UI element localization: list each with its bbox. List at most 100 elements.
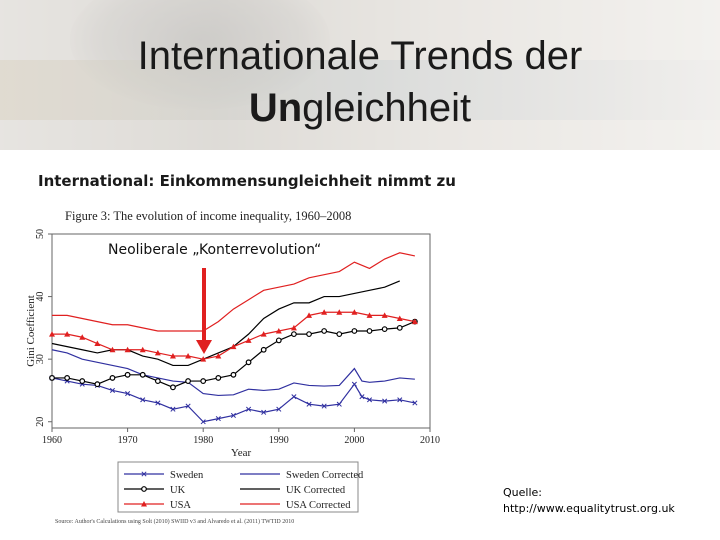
data-point-sweden [276, 406, 282, 412]
data-point-usa [290, 324, 297, 331]
data-point-uk [109, 375, 116, 381]
axis-ticks-group: 1960 1970 1980 1990 2000 2010 20 30 40 50 [35, 229, 440, 446]
plot-frame [51, 233, 431, 429]
data-point-sweden [170, 406, 176, 412]
x-tick-label: 2000 [344, 435, 364, 446]
data-point-usa [94, 340, 101, 347]
data-point-sweden [366, 397, 373, 403]
data-point-usa [245, 337, 252, 343]
slide-title: Internationale Trends der Ungleichheit [0, 30, 720, 134]
x-marker-stroke [215, 416, 221, 422]
x-axis-label: Year [231, 447, 252, 459]
data-point-usa [321, 309, 328, 315]
x-marker-stroke [276, 406, 282, 412]
x-marker-stroke [185, 403, 191, 409]
x-marker-stroke [170, 406, 176, 412]
legend-label-usa: USA [170, 500, 191, 511]
chart-footnote: Source: Author's Calculations using Solt… [55, 518, 294, 525]
x-marker-stroke [336, 401, 342, 407]
x-marker-stroke [397, 397, 403, 403]
data-point-usa [154, 349, 161, 356]
legend-label-uk-corrected: UK Corrected [286, 485, 346, 496]
data-point-sweden [230, 412, 236, 419]
data-point-usa [260, 331, 267, 337]
data-point-sweden [246, 406, 252, 412]
data-point-sweden [351, 381, 357, 387]
data-point-uk [124, 371, 131, 378]
data-point-sweden [185, 403, 191, 409]
x-marker-stroke [291, 394, 297, 400]
data-point-usa [139, 346, 146, 353]
data-point-sweden [155, 400, 161, 406]
data-point-sweden [321, 403, 327, 409]
legend-marker-usa [141, 501, 147, 507]
x-tick-label: 1990 [269, 435, 289, 446]
data-point-usa [275, 328, 282, 334]
data-point-usa [351, 309, 358, 315]
data-point-uk [366, 328, 373, 334]
data-point-uk [139, 371, 146, 378]
x-tick-label: 2010 [420, 435, 440, 446]
data-point-uk [306, 331, 312, 338]
y-tick-label: 40 [35, 292, 46, 302]
y-tick-label: 30 [35, 354, 46, 364]
x-marker-stroke [140, 397, 146, 403]
data-point-usa [124, 346, 131, 353]
data-point-usa [169, 353, 176, 359]
data-point-uk [200, 378, 207, 384]
x-tick-label: 1980 [193, 435, 213, 446]
data-point-sweden [306, 401, 312, 407]
x-marker-stroke [321, 403, 327, 409]
y-tick-label: 50 [35, 229, 46, 239]
legend-marker-uk [141, 486, 147, 492]
data-point-uk [170, 384, 176, 391]
data-point-sweden [261, 409, 267, 415]
data-point-sweden [125, 391, 131, 397]
title-rest-part: gleichheit [302, 86, 472, 130]
data-point-uk [381, 326, 388, 333]
series-line-sweden-corrected [51, 349, 415, 397]
data-point-uk [291, 331, 297, 338]
data-point-usa [396, 315, 403, 321]
title-line-2: Ungleichheit [0, 82, 720, 134]
x-marker-stroke [246, 406, 252, 412]
annotation-label: Neoliberale „Konterrevolution“ [108, 242, 321, 258]
data-point-uk [321, 328, 328, 334]
data-point-uk [245, 359, 252, 366]
slide-subtitle: International: Einkommensungleichheit ni… [38, 172, 456, 190]
data-point-uk [351, 328, 358, 334]
data-point-sweden [291, 394, 297, 400]
data-point-uk [275, 337, 282, 344]
data-point-sweden [412, 400, 418, 406]
data-point-usa [64, 331, 71, 337]
annotation-arrow [196, 268, 212, 354]
data-point-usa [215, 353, 222, 359]
x-marker-stroke [412, 400, 418, 406]
title-bold-part: Un [248, 86, 303, 130]
x-tick-label: 1960 [42, 435, 62, 446]
x-marker-stroke [366, 397, 373, 403]
data-point-uk [64, 375, 71, 381]
legend-label-sweden: Sweden [170, 470, 204, 481]
x-marker-stroke [141, 471, 147, 477]
data-point-usa [79, 334, 86, 340]
x-marker-stroke [155, 400, 161, 406]
data-point-uk [49, 375, 55, 381]
x-marker-stroke [306, 401, 312, 407]
data-point-sweden [200, 419, 206, 425]
header-background [0, 0, 720, 150]
x-marker-stroke [200, 419, 206, 425]
x-marker-stroke [351, 381, 357, 387]
data-point-usa [49, 331, 55, 337]
data-point-usa [366, 312, 373, 318]
data-point-uk [230, 371, 237, 378]
title-line-1: Internationale Trends der [137, 34, 583, 78]
x-marker-stroke [125, 391, 131, 397]
series-line-uk-corrected [51, 280, 400, 367]
data-point-uk [185, 378, 191, 384]
data-point-sweden [382, 398, 388, 404]
data-point-usa [200, 356, 207, 362]
data-point-sweden [336, 401, 342, 407]
data-point-sweden [397, 397, 403, 403]
